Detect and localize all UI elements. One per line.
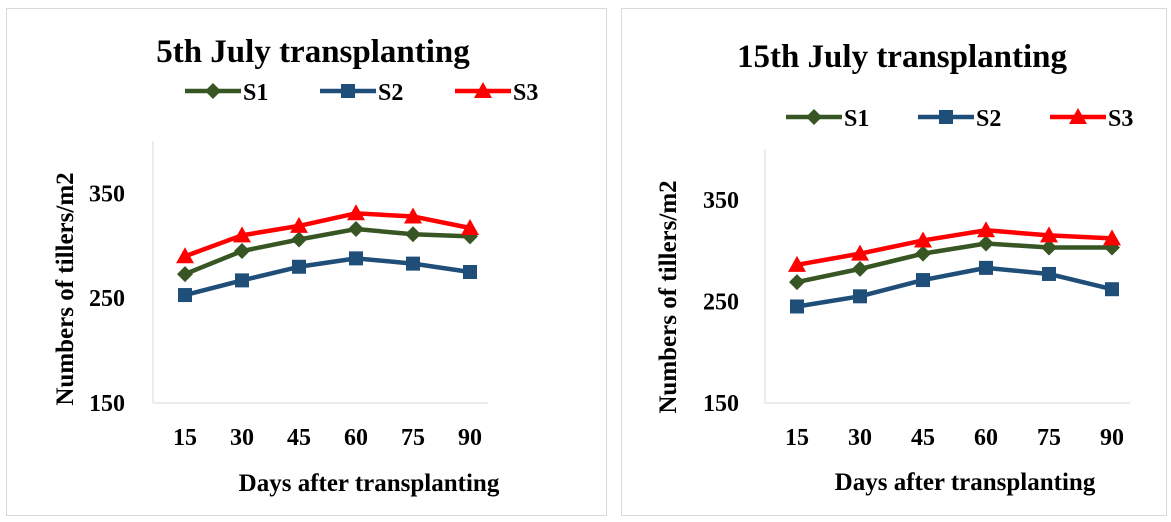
x-tick-label: 45 bbox=[287, 425, 311, 451]
data-point-s2 bbox=[463, 265, 477, 279]
x-tick-label: 60 bbox=[344, 425, 368, 451]
y-tick-label: 250 bbox=[89, 286, 125, 312]
data-point-s1 bbox=[978, 235, 994, 252]
y-tick-label: 150 bbox=[89, 391, 125, 417]
data-point-s1 bbox=[789, 274, 805, 291]
legend-marker-s1 bbox=[806, 109, 822, 125]
data-point-s1 bbox=[291, 231, 307, 248]
data-point-s1 bbox=[177, 266, 193, 283]
legend-marker-s1 bbox=[205, 83, 221, 99]
x-tick-label: 90 bbox=[458, 425, 482, 451]
data-point-s2 bbox=[979, 260, 993, 275]
x-tick-label: 30 bbox=[230, 425, 254, 451]
data-point-s1 bbox=[405, 226, 421, 243]
data-point-s1 bbox=[915, 245, 931, 262]
data-point-s2 bbox=[916, 273, 930, 288]
series-line-s2 bbox=[796, 265, 1113, 309]
series-line-s3 bbox=[184, 211, 471, 259]
data-point-s3 bbox=[404, 207, 422, 224]
data-point-s2 bbox=[235, 273, 249, 288]
chart-legend: S1 S2 S3 bbox=[185, 80, 538, 106]
y-tick-label: 250 bbox=[703, 289, 739, 315]
legend-marker-s2 bbox=[341, 84, 355, 98]
chart-title: 15th July transplanting bbox=[737, 39, 1068, 75]
data-point-s3 bbox=[914, 231, 932, 248]
legend-label-s3: S3 bbox=[1108, 106, 1133, 132]
x-axis-title: Days after transplanting bbox=[835, 469, 1096, 496]
legend-marker-s3 bbox=[1069, 108, 1087, 124]
data-point-s2 bbox=[853, 289, 867, 304]
legend-label-s3: S3 bbox=[513, 80, 538, 106]
x-tick-label: 60 bbox=[974, 425, 998, 451]
chart-panel-15th-july: 15th July transplanting S1 S2 S3 150 250 350… bbox=[621, 8, 1167, 516]
line-chart-5th-july: 5th July transplanting S1 S2 S3 1502503501… bbox=[52, 34, 538, 497]
chart-marks: 150 250 350 15 30 45 60 75 90 bbox=[89, 141, 488, 451]
x-tick-label: 45 bbox=[911, 425, 935, 451]
y-tick-label: 350 bbox=[703, 188, 739, 214]
x-tick-label: 15 bbox=[785, 425, 809, 451]
x-axis-title: Days after transplanting bbox=[239, 470, 500, 497]
data-point-s3 bbox=[1040, 226, 1058, 243]
legend-label-s1: S1 bbox=[243, 80, 268, 106]
series-line-s1 bbox=[184, 226, 471, 277]
data-point-s3 bbox=[461, 218, 479, 235]
data-point-s3 bbox=[176, 247, 194, 264]
y-axis-title: Numbers of tillers/m2 bbox=[52, 172, 79, 405]
legend-label-s1: S1 bbox=[844, 106, 869, 132]
data-point-s3 bbox=[1103, 229, 1121, 246]
data-point-s2 bbox=[1105, 282, 1119, 297]
data-point-s2 bbox=[790, 299, 804, 314]
data-point-s3 bbox=[290, 216, 308, 233]
data-point-s2 bbox=[406, 256, 420, 271]
data-point-s3 bbox=[347, 204, 365, 221]
data-point-s3 bbox=[233, 226, 251, 243]
y-tick-label: 350 bbox=[89, 181, 125, 207]
y-tick-label: 150 bbox=[703, 391, 739, 417]
data-point-s2 bbox=[349, 251, 363, 266]
series-line-s1 bbox=[796, 241, 1112, 285]
x-tick-label: 75 bbox=[1037, 425, 1061, 451]
chart-legend: S1 S2 S3 bbox=[786, 106, 1133, 132]
legend-label-s2: S2 bbox=[976, 106, 1001, 132]
chart-panel-5th-july: 5th July transplanting S1 S2 S3 150 250 350 1… bbox=[6, 8, 607, 516]
data-point-s1 bbox=[348, 221, 364, 238]
x-tick-label: 75 bbox=[401, 425, 425, 451]
data-point-s1 bbox=[852, 260, 868, 277]
x-tick-label: 90 bbox=[1100, 425, 1124, 451]
data-point-s3 bbox=[788, 255, 806, 272]
y-axis-title: Numbers of tillers/m2 bbox=[655, 180, 682, 413]
data-point-s3 bbox=[851, 244, 869, 261]
x-tick-label: 30 bbox=[848, 425, 872, 451]
series-line-s2 bbox=[184, 256, 471, 298]
series-line-s3 bbox=[796, 228, 1113, 268]
data-point-s1 bbox=[234, 243, 250, 260]
legend-label-s2: S2 bbox=[378, 80, 403, 106]
legend-marker-s3 bbox=[474, 82, 492, 98]
x-tick-label: 15 bbox=[173, 425, 197, 451]
data-point-s2 bbox=[1042, 266, 1056, 281]
legend-marker-s2 bbox=[939, 110, 953, 124]
data-point-s2 bbox=[292, 259, 306, 274]
data-point-s1 bbox=[1041, 239, 1057, 256]
chart-title: 5th July transplanting bbox=[156, 34, 470, 70]
data-point-s3 bbox=[977, 221, 995, 238]
data-point-s2 bbox=[178, 288, 192, 303]
chart-marks: 150 250 350 15 30 45 60 75 90 bbox=[703, 149, 1130, 451]
line-chart-15th-july: 15th July transplanting S1 S2 S3 150 250 350… bbox=[655, 39, 1133, 496]
